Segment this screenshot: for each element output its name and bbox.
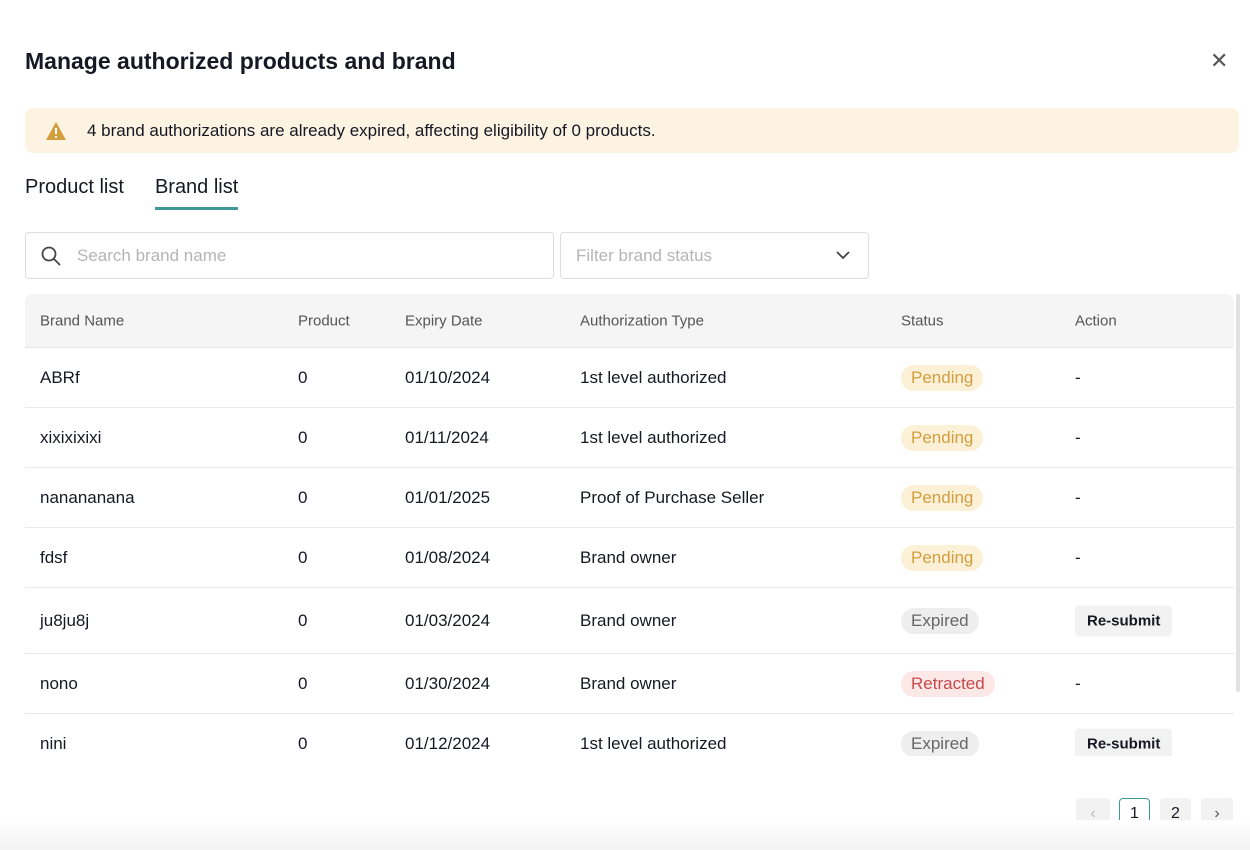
expiry-date: 01/01/2025	[405, 487, 491, 507]
product-count: 0	[298, 547, 308, 567]
brand-table: Brand Name Product Expiry Date Authoriza…	[25, 294, 1234, 756]
search-input[interactable]	[77, 245, 497, 266]
table-row: ABRf 0 01/10/2024 1st level authorized P…	[25, 348, 1234, 408]
brand-name: xixixixixi	[40, 427, 102, 447]
authorization-type: Brand owner	[580, 610, 677, 630]
expiry-date: 01/11/2024	[405, 427, 489, 447]
status-badge: Retracted	[901, 670, 995, 697]
col-product: Product	[298, 312, 350, 329]
filter-placeholder: Filter brand status	[576, 245, 713, 265]
brand-name: nini	[40, 733, 67, 753]
table-header: Brand Name Product Expiry Date Authoriza…	[25, 294, 1234, 348]
brand-name: ABRf	[40, 367, 80, 387]
resubmit-button[interactable]: Re-submit	[1075, 728, 1173, 756]
table-row: xixixixixi 0 01/11/2024 1st level author…	[25, 408, 1234, 468]
action-none: -	[1075, 367, 1081, 387]
status-badge: Pending	[901, 544, 984, 571]
close-icon[interactable]: ✕	[1210, 48, 1229, 73]
status-badge: Pending	[901, 484, 984, 511]
authorization-type: Brand owner	[580, 547, 677, 567]
authorization-type: Proof of Purchase Seller	[580, 487, 765, 507]
col-authorization-type: Authorization Type	[580, 312, 704, 329]
expiry-date: 01/10/2024	[405, 367, 491, 387]
brand-name: nanananana	[40, 487, 135, 507]
expiry-date: 01/30/2024	[405, 673, 491, 693]
brand-name: nono	[40, 673, 78, 693]
authorization-type: Brand owner	[580, 673, 677, 693]
alert-text: 4 brand authorizations are already expir…	[87, 120, 656, 140]
table-row: ju8ju8j 0 01/03/2024 Brand owner Expired…	[25, 588, 1234, 654]
product-count: 0	[298, 487, 308, 507]
action-none: -	[1075, 487, 1081, 507]
brand-name: fdsf	[40, 547, 68, 567]
expiry-date: 01/03/2024	[405, 610, 491, 630]
table-row: nini 0 01/12/2024 1st level authorized E…	[25, 714, 1234, 756]
product-count: 0	[298, 610, 308, 630]
status-badge: Pending	[901, 424, 984, 451]
tab-brand-list[interactable]: Brand list	[154, 176, 239, 210]
search-field[interactable]	[25, 232, 554, 279]
tab-bar: Product list Brand list	[25, 176, 239, 210]
chevron-down-icon	[836, 251, 850, 260]
action-none: -	[1075, 427, 1081, 447]
product-count: 0	[298, 367, 308, 387]
action-none: -	[1075, 547, 1081, 567]
resubmit-button[interactable]: Re-submit	[1075, 605, 1173, 636]
table-row: fdsf 0 01/08/2024 Brand owner Pending -	[25, 528, 1234, 588]
col-expiry-date: Expiry Date	[405, 312, 483, 329]
action-none: -	[1075, 673, 1081, 693]
col-status: Status	[901, 312, 944, 329]
authorization-type: 1st level authorized	[580, 367, 727, 387]
status-filter-select[interactable]: Filter brand status	[560, 232, 869, 279]
status-badge: Pending	[901, 364, 984, 391]
search-icon	[41, 246, 61, 266]
expired-alert-banner: 4 brand authorizations are already expir…	[25, 108, 1239, 153]
expiry-date: 01/12/2024	[405, 733, 491, 753]
brand-name: ju8ju8j	[40, 610, 90, 630]
authorization-type: 1st level authorized	[580, 427, 727, 447]
table-scrollbar[interactable]	[1236, 294, 1240, 692]
product-count: 0	[298, 673, 308, 693]
expiry-date: 01/08/2024	[405, 547, 491, 567]
col-brand-name: Brand Name	[40, 312, 125, 329]
status-badge: Expired	[901, 730, 979, 756]
bottom-fade	[0, 820, 1250, 850]
status-badge: Expired	[901, 607, 979, 634]
product-count: 0	[298, 733, 308, 753]
product-count: 0	[298, 427, 308, 447]
authorization-type: 1st level authorized	[580, 733, 727, 753]
table-row: nanananana 0 01/01/2025 Proof of Purchas…	[25, 468, 1234, 528]
tab-product-list[interactable]: Product list	[25, 176, 124, 198]
col-action: Action	[1075, 312, 1117, 329]
table-row: nono 0 01/30/2024 Brand owner Retracted -	[25, 654, 1234, 714]
dialog-title: Manage authorized products and brand	[25, 48, 456, 74]
warning-icon	[45, 121, 67, 141]
